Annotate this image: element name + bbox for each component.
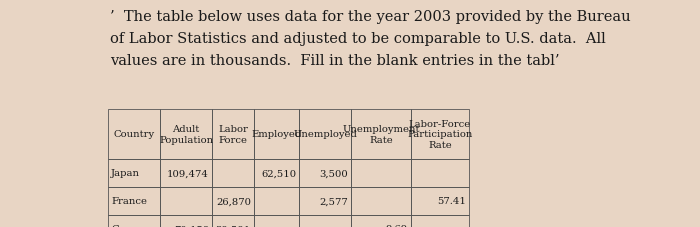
Text: Labor
Force: Labor Force xyxy=(218,125,248,144)
Bar xyxy=(212,159,254,187)
Bar xyxy=(212,215,254,227)
Bar xyxy=(254,109,299,159)
Text: values are in thousands.  Fill in the blank entries in the tabl’: values are in thousands. Fill in the bla… xyxy=(110,54,559,68)
Text: of Labor Statistics and adjusted to be comparable to U.S. data.  All: of Labor Statistics and adjusted to be c… xyxy=(110,32,606,46)
Bar xyxy=(108,109,160,159)
Bar xyxy=(351,215,411,227)
Text: France: France xyxy=(111,197,147,206)
Text: 39,591: 39,591 xyxy=(216,225,251,227)
Text: Japan: Japan xyxy=(111,169,140,178)
Bar xyxy=(299,187,351,215)
Text: 2,577: 2,577 xyxy=(319,197,348,206)
Bar xyxy=(411,215,469,227)
Bar xyxy=(254,187,299,215)
Text: 109,474: 109,474 xyxy=(167,169,209,178)
Text: Adult
Population: Adult Population xyxy=(159,125,213,144)
Bar xyxy=(160,187,212,215)
Bar xyxy=(351,159,411,187)
Bar xyxy=(411,109,469,159)
Text: Germany: Germany xyxy=(111,225,158,227)
Bar xyxy=(411,159,469,187)
Text: 70,159: 70,159 xyxy=(174,225,209,227)
Bar xyxy=(299,159,351,187)
Bar xyxy=(108,159,160,187)
Text: ’  The table below uses data for the year 2003 provided by the Bureau: ’ The table below uses data for the year… xyxy=(110,10,631,24)
Text: Unemployment
Rate: Unemployment Rate xyxy=(342,125,420,144)
Bar xyxy=(351,109,411,159)
Bar xyxy=(254,159,299,187)
Bar xyxy=(212,187,254,215)
Bar xyxy=(254,215,299,227)
Bar xyxy=(160,109,212,159)
Text: Unemployed: Unemployed xyxy=(293,130,357,139)
Text: 3,500: 3,500 xyxy=(319,169,348,178)
Text: 26,870: 26,870 xyxy=(216,197,251,206)
Bar xyxy=(212,109,254,159)
Bar xyxy=(160,215,212,227)
Text: Labor-Force
Participation
Rate: Labor-Force Participation Rate xyxy=(407,120,472,149)
Bar xyxy=(299,215,351,227)
Bar xyxy=(351,187,411,215)
Bar xyxy=(299,109,351,159)
Bar xyxy=(160,159,212,187)
Text: 62,510: 62,510 xyxy=(261,169,296,178)
Text: Employed: Employed xyxy=(251,130,302,139)
Text: 9.69: 9.69 xyxy=(386,225,408,227)
Text: Country: Country xyxy=(113,130,155,139)
Bar xyxy=(411,187,469,215)
Text: 57.41: 57.41 xyxy=(437,197,466,206)
Bar xyxy=(108,215,160,227)
Bar xyxy=(108,187,160,215)
